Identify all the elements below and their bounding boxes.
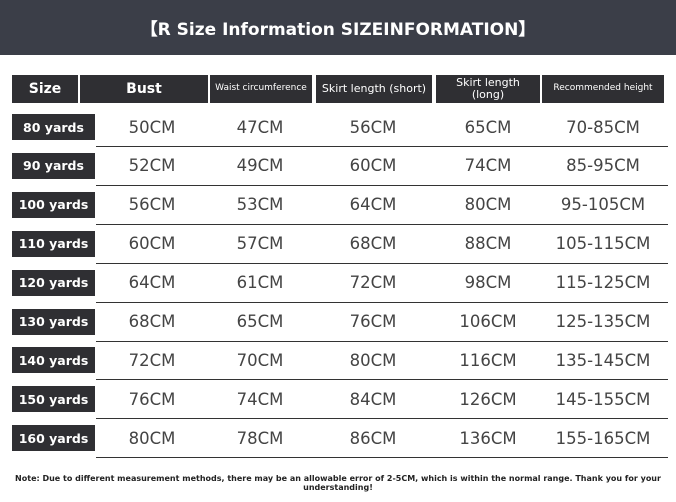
row-divider: [96, 223, 668, 225]
column-header: Bust: [80, 75, 208, 103]
size-label: 160 yards: [12, 425, 95, 452]
cell-value: 136CM: [459, 428, 517, 448]
cell-value: 64CM: [349, 195, 397, 215]
cell-value: 72CM: [349, 273, 397, 293]
cell-value: 56CM: [128, 195, 176, 215]
column-header: Waist circumference: [210, 75, 312, 103]
cell-value: 155-165CM: [555, 428, 651, 448]
row-divider: [96, 184, 668, 186]
cell-value: 64CM: [128, 273, 176, 293]
size-label: 80 yards: [12, 114, 95, 140]
cell-value: 65CM: [464, 117, 512, 137]
cell-value: 88CM: [464, 234, 512, 254]
cell-value: 126CM: [459, 389, 517, 409]
size-label: 130 yards: [12, 308, 95, 335]
cell-value: 74CM: [464, 156, 512, 176]
row-divider: [96, 457, 668, 459]
cell-value: 52CM: [128, 156, 176, 176]
size-label: 110 yards: [12, 230, 95, 257]
cell-value: 68CM: [128, 312, 176, 331]
row-divider: [96, 262, 668, 264]
column-header: Skirt length (long): [436, 75, 540, 103]
size-label: 140 yards: [12, 347, 95, 374]
cell-value: 135-145CM: [555, 350, 651, 370]
row-divider: [96, 340, 668, 342]
cell-value: 125-135CM: [555, 312, 651, 331]
column-header: Recommended height: [542, 75, 664, 103]
cell-value: 80CM: [349, 350, 397, 370]
cell-value: 70-85CM: [566, 117, 640, 137]
row-divider: [96, 379, 668, 381]
cell-value: 95-105CM: [560, 195, 646, 215]
cell-value: 115-125CM: [555, 273, 651, 293]
cell-value: 145-155CM: [555, 389, 651, 409]
cell-value: 85-95CM: [566, 156, 640, 176]
cell-value: 60CM: [128, 234, 176, 254]
size-label: 100 yards: [12, 191, 95, 218]
cell-value: 60CM: [349, 156, 397, 176]
cell-value: 53CM: [236, 195, 284, 215]
size-label: 150 yards: [12, 386, 95, 413]
cell-value: 57CM: [236, 234, 284, 254]
size-label: 120 yards: [12, 269, 95, 296]
cell-value: 65CM: [236, 312, 284, 331]
cell-value: 80CM: [128, 428, 176, 448]
cell-value: 50CM: [128, 117, 176, 137]
size-label: 90 yards: [12, 152, 95, 179]
note: Note: Due to different measurement metho…: [15, 474, 661, 492]
cell-value: 76CM: [128, 389, 176, 409]
cell-value: 84CM: [349, 389, 397, 409]
cell-value: 80CM: [464, 195, 512, 215]
column-header: Skirt length (short): [316, 75, 432, 103]
cell-value: 78CM: [236, 428, 284, 448]
row-divider: [96, 146, 668, 147]
row-divider: [96, 418, 668, 420]
title-banner: 【R Size Information SIZEINFORMATION】: [0, 0, 676, 55]
cell-value: 105-115CM: [555, 234, 651, 254]
cell-value: 74CM: [236, 389, 284, 409]
cell-value: 61CM: [236, 273, 284, 293]
cell-value: 47CM: [236, 117, 284, 137]
cell-value: 68CM: [349, 234, 397, 254]
cell-value: 106CM: [459, 312, 517, 331]
cell-value: 56CM: [349, 117, 397, 137]
cell-value: 72CM: [128, 350, 176, 370]
cell-value: 86CM: [349, 428, 397, 448]
column-header: Size: [12, 75, 78, 103]
row-divider: [96, 301, 668, 303]
cell-value: 116CM: [459, 350, 517, 370]
cell-value: 70CM: [236, 350, 284, 370]
cell-value: 76CM: [349, 312, 397, 331]
cell-value: 49CM: [236, 156, 284, 176]
cell-value: 98CM: [464, 273, 512, 293]
